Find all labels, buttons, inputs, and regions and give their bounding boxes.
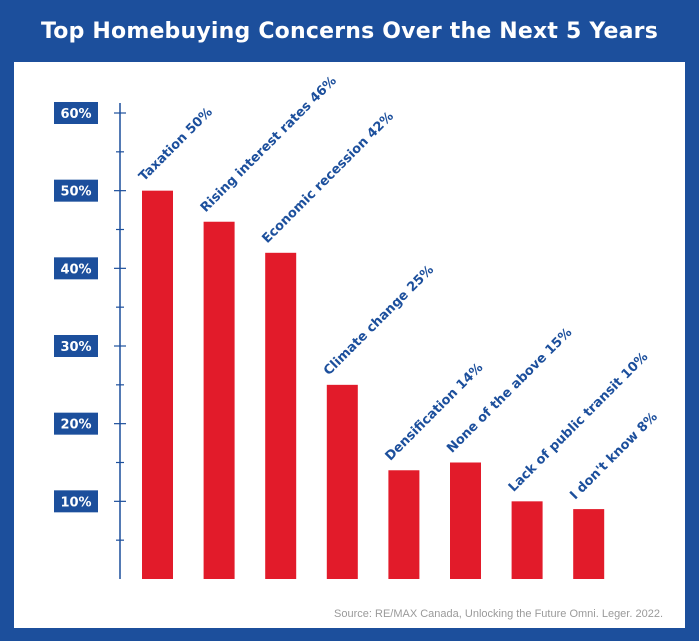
bar-label: Taxation 50%	[136, 105, 216, 185]
bar	[326, 384, 358, 579]
source-note: Source: RE/MAX Canada, Unlocking the Fut…	[334, 608, 663, 620]
chart-panel: 10% 20% 30% 40% 50% 60% Taxation 50% Rising int…	[14, 62, 685, 628]
bar	[388, 470, 420, 579]
bar	[203, 221, 235, 579]
y-tick-label-box	[54, 179, 98, 202]
bar	[142, 190, 173, 579]
bar-label: Climate change 25%	[321, 263, 437, 379]
y-tick-label-box	[54, 490, 98, 513]
bar	[450, 462, 481, 579]
bar	[573, 509, 605, 579]
y-tick-label-box	[54, 257, 98, 280]
y-tick-label: 10%	[60, 495, 91, 510]
bar-label: Densification 14%	[383, 360, 487, 464]
y-tick-label: 60%	[60, 107, 91, 122]
chart-title: Top Homebuying Concerns Over the Next 5 …	[40, 18, 658, 44]
y-tick-label: 20%	[60, 418, 91, 433]
bar-chart: 10%20%30%40%50%60% Taxation 50%Rising int…	[54, 74, 661, 580]
y-tick-label-box	[54, 412, 98, 435]
y-tick-label-box	[54, 102, 98, 124]
y-tick-label-box	[54, 335, 98, 357]
bar	[265, 252, 297, 580]
bar	[511, 501, 543, 579]
y-tick-label: 40%	[60, 262, 91, 277]
y-tick-label: 30%	[60, 340, 91, 355]
y-tick-label: 50%	[60, 185, 91, 200]
